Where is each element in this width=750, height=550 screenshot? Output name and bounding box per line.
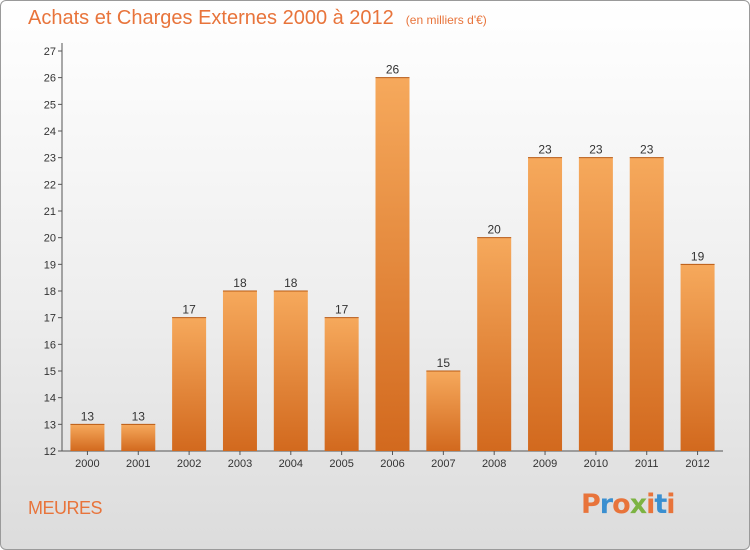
x-tick-label: 2006 — [380, 458, 404, 470]
bar — [680, 264, 715, 451]
logo-letter: t — [654, 489, 667, 520]
y-tick-label: 15 — [44, 366, 56, 378]
logo-letter: i — [646, 489, 655, 520]
bar — [629, 157, 664, 451]
y-tick-label: 22 — [44, 179, 56, 191]
y-tick-label: 26 — [44, 73, 56, 85]
bar-value-label: 13 — [132, 409, 146, 423]
logo-letter: x — [629, 489, 647, 520]
x-tick-label: 2008 — [482, 458, 506, 470]
y-tick-label: 25 — [44, 99, 56, 111]
x-tick-label: 2000 — [75, 458, 99, 470]
proxiti-logo: Proxiti — [581, 489, 676, 520]
unit-note: (en milliers d'€) — [405, 13, 487, 27]
bar-value-label: 17 — [335, 303, 349, 317]
y-tick-label: 24 — [44, 126, 56, 138]
bar — [273, 291, 308, 451]
y-tick-label: 14 — [44, 393, 56, 405]
x-tick-label: 2010 — [584, 458, 608, 470]
y-tick-label: 23 — [44, 153, 56, 165]
y-tick-label: 27 — [44, 46, 56, 58]
bar — [70, 424, 105, 451]
bar — [172, 317, 207, 451]
bar — [578, 157, 613, 451]
y-tick-label: 13 — [44, 419, 56, 431]
x-tick-label: 2003 — [228, 458, 252, 470]
bar-value-label: 19 — [691, 249, 705, 263]
bar-value-label: 18 — [233, 276, 247, 290]
y-tick-label: 21 — [44, 206, 56, 218]
y-tick-label: 19 — [44, 259, 56, 271]
x-tick-label: 2009 — [533, 458, 557, 470]
x-tick-label: 2002 — [177, 458, 201, 470]
bar-value-label: 26 — [386, 63, 400, 77]
bar — [324, 317, 359, 451]
bar-value-label: 23 — [538, 143, 552, 157]
x-tick-label: 2005 — [329, 458, 353, 470]
bar — [121, 424, 156, 451]
bar-value-label: 23 — [640, 143, 654, 157]
bar-value-label: 20 — [488, 223, 502, 237]
x-tick-label: 2004 — [279, 458, 303, 470]
town-name: MEURES — [28, 498, 103, 518]
logo-letter: i — [666, 489, 675, 520]
x-tick-label: 2011 — [635, 458, 659, 470]
y-tick-label: 18 — [44, 286, 56, 298]
bar-value-label: 23 — [589, 143, 603, 157]
logo-letter: r — [599, 489, 613, 520]
y-tick-label: 17 — [44, 313, 56, 325]
bar-value-label: 17 — [182, 303, 196, 317]
bar — [375, 77, 410, 452]
y-tick-label: 16 — [44, 339, 56, 351]
y-tick-label: 20 — [44, 233, 56, 245]
bar — [528, 157, 563, 451]
chart-title: Achats et Charges Externes 2000 à 2012 (e… — [28, 7, 487, 30]
y-tick-label: 12 — [44, 446, 56, 458]
logo-letter: P — [581, 489, 601, 520]
logo-letter: o — [612, 489, 631, 520]
bar — [477, 237, 512, 451]
x-tick-label: 2001 — [126, 458, 150, 470]
bar — [222, 291, 257, 451]
bar — [426, 371, 461, 451]
bar-value-label: 15 — [437, 356, 451, 370]
x-tick-label: 2007 — [431, 458, 455, 470]
bar-value-label: 18 — [284, 276, 298, 290]
x-tick-label: 2012 — [685, 458, 709, 470]
chart-title-text: Achats et Charges Externes 2000 à 2012 — [28, 7, 394, 29]
bar-value-label: 13 — [81, 409, 95, 423]
